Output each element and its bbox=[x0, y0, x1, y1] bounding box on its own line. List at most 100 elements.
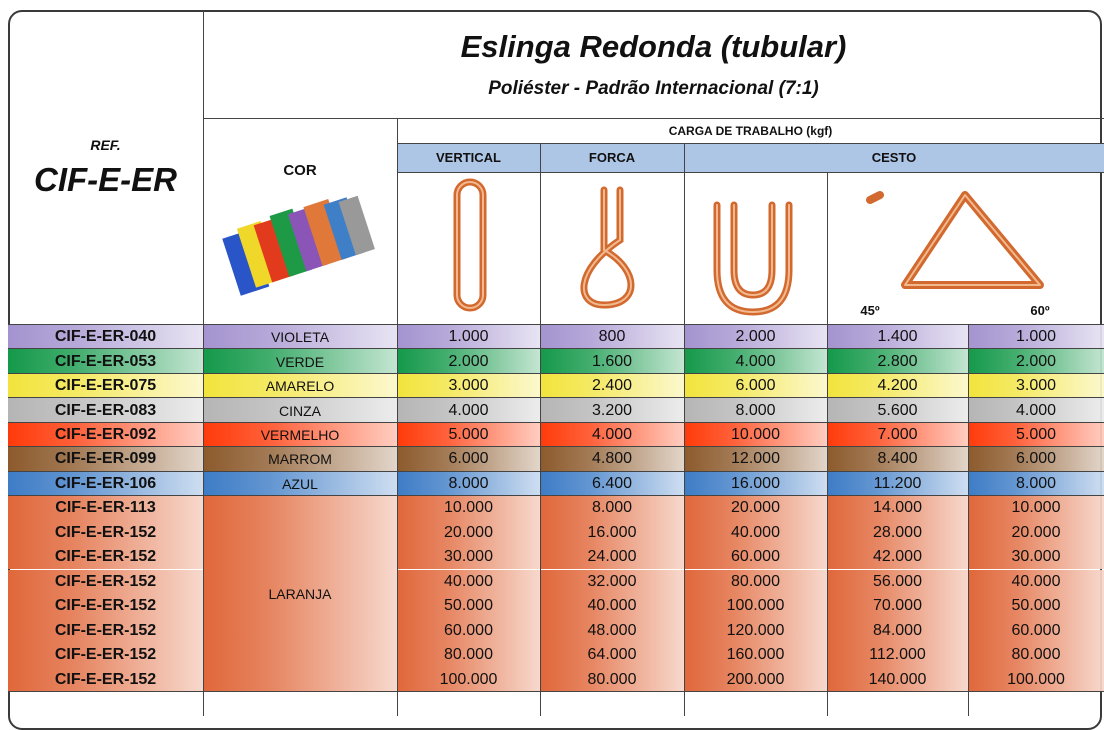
title: Eslinga Redonda (tubular) bbox=[460, 29, 847, 64]
value-cell: 40.000 bbox=[684, 520, 827, 546]
value-cell: 10.000 bbox=[397, 496, 540, 521]
load-label: CARGA DE TRABALHO (kgf) bbox=[668, 123, 833, 138]
value-cell: 1.600 bbox=[540, 349, 684, 374]
value-cell: 100.000 bbox=[684, 593, 827, 619]
value-cell: 8.000 bbox=[397, 471, 540, 497]
color-cell: VERMELHO bbox=[203, 422, 397, 448]
value-cell: 50.000 bbox=[968, 593, 1104, 619]
sling-icons bbox=[453, 178, 1044, 316]
ref-label: REF. bbox=[90, 137, 121, 153]
grid-line bbox=[203, 118, 1104, 119]
value-cell: 3.000 bbox=[968, 373, 1104, 399]
value-cell: 32.000 bbox=[540, 569, 684, 594]
value-cell: 5.600 bbox=[827, 398, 968, 423]
value-cell: 4.000 bbox=[968, 398, 1104, 423]
ref-cell: CIF-E-ER-152 bbox=[8, 545, 203, 570]
value-cell: 60.000 bbox=[397, 618, 540, 643]
ref-cell: CIF-E-ER-152 bbox=[8, 667, 203, 692]
value-cell: 80.000 bbox=[540, 667, 684, 692]
angle-label: 60º bbox=[1030, 302, 1050, 318]
value-cell: 10.000 bbox=[684, 422, 827, 448]
value-cell: 2.800 bbox=[827, 349, 968, 374]
value-cell: 8.400 bbox=[827, 447, 968, 472]
value-cell: 16.000 bbox=[684, 471, 827, 497]
value-cell: 2.000 bbox=[968, 349, 1104, 374]
value-cell: 6.000 bbox=[684, 373, 827, 399]
grid-line bbox=[8, 690, 1104, 692]
color-cell: VIOLETA bbox=[203, 325, 397, 350]
color-cell: LARANJA bbox=[203, 496, 397, 692]
color-label: COR bbox=[283, 161, 317, 179]
value-cell: 50.000 bbox=[397, 593, 540, 619]
value-cell: 16.000 bbox=[540, 520, 684, 546]
value-cell: 70.000 bbox=[827, 593, 968, 619]
ref-cell: CIF-E-ER-040 bbox=[8, 325, 203, 350]
grid-line bbox=[8, 348, 1104, 350]
value-cell: 200.000 bbox=[684, 667, 827, 692]
value-cell: 4.200 bbox=[827, 373, 968, 399]
ref-cell: CIF-E-ER-099 bbox=[8, 447, 203, 472]
value-cell: 8.000 bbox=[684, 398, 827, 423]
value-cell: 4.000 bbox=[397, 398, 540, 423]
value-cell: 2.400 bbox=[540, 373, 684, 399]
value-cell: 14.000 bbox=[827, 496, 968, 521]
value-cell: 60.000 bbox=[968, 618, 1104, 643]
value-cell: 4.000 bbox=[540, 422, 684, 448]
color-cell: VERDE bbox=[203, 349, 397, 374]
value-cell: 84.000 bbox=[827, 618, 968, 643]
value-cell: 12.000 bbox=[684, 447, 827, 472]
grid-line bbox=[968, 325, 969, 716]
value-cell: 140.000 bbox=[827, 667, 968, 692]
value-cell: 160.000 bbox=[684, 642, 827, 668]
ref-cell: CIF-E-ER-075 bbox=[8, 373, 203, 399]
value-cell: 7.000 bbox=[827, 422, 968, 448]
ref-cell: CIF-E-ER-113 bbox=[8, 496, 203, 521]
value-cell: 100.000 bbox=[397, 667, 540, 692]
ref-cell: CIF-E-ER-152 bbox=[8, 618, 203, 643]
value-cell: 4.800 bbox=[540, 447, 684, 472]
value-cell: 11.200 bbox=[827, 471, 968, 497]
value-cell: 56.000 bbox=[827, 569, 968, 594]
ref-code: CIF-E-ER bbox=[34, 161, 177, 198]
value-cell: 120.000 bbox=[684, 618, 827, 643]
value-cell: 80.000 bbox=[684, 569, 827, 594]
grid-line bbox=[827, 172, 828, 716]
column-header: CESTO bbox=[684, 143, 1104, 172]
grid-line bbox=[8, 324, 1104, 325]
value-cell: 5.000 bbox=[968, 422, 1104, 448]
grid-line bbox=[397, 172, 1104, 173]
value-cell: 24.000 bbox=[540, 545, 684, 570]
value-cell: 48.000 bbox=[540, 618, 684, 643]
value-cell: 20.000 bbox=[397, 520, 540, 546]
value-cell: 20.000 bbox=[684, 496, 827, 521]
angle-label: 45º bbox=[860, 302, 880, 318]
value-cell: 30.000 bbox=[397, 545, 540, 570]
grid-line bbox=[8, 421, 1104, 423]
sling-photo bbox=[222, 195, 375, 296]
grid-line bbox=[8, 446, 1104, 448]
value-cell: 800 bbox=[540, 325, 684, 350]
column-header: FORCA bbox=[540, 143, 684, 172]
value-cell: 3.200 bbox=[540, 398, 684, 423]
value-cell: 8.000 bbox=[968, 471, 1104, 497]
ref-cell: CIF-E-ER-152 bbox=[8, 642, 203, 668]
value-cell: 1.400 bbox=[827, 325, 968, 350]
value-cell: 1.000 bbox=[397, 325, 540, 350]
value-cell: 40.000 bbox=[540, 593, 684, 619]
value-cell: 64.000 bbox=[540, 642, 684, 668]
value-cell: 2.000 bbox=[684, 325, 827, 350]
value-cell: 80.000 bbox=[968, 642, 1104, 668]
grid-line bbox=[8, 372, 1104, 374]
grid-line bbox=[684, 143, 685, 716]
value-cell: 30.000 bbox=[968, 545, 1104, 570]
value-cell: 40.000 bbox=[397, 569, 540, 594]
ref-cell: CIF-E-ER-053 bbox=[8, 349, 203, 374]
ref-cell: CIF-E-ER-083 bbox=[8, 398, 203, 423]
color-cell: AMARELO bbox=[203, 373, 397, 399]
value-cell: 80.000 bbox=[397, 642, 540, 668]
value-cell: 3.000 bbox=[397, 373, 540, 399]
value-cell: 5.000 bbox=[397, 422, 540, 448]
value-cell: 4.000 bbox=[684, 349, 827, 374]
ref-cell: CIF-E-ER-092 bbox=[8, 422, 203, 448]
